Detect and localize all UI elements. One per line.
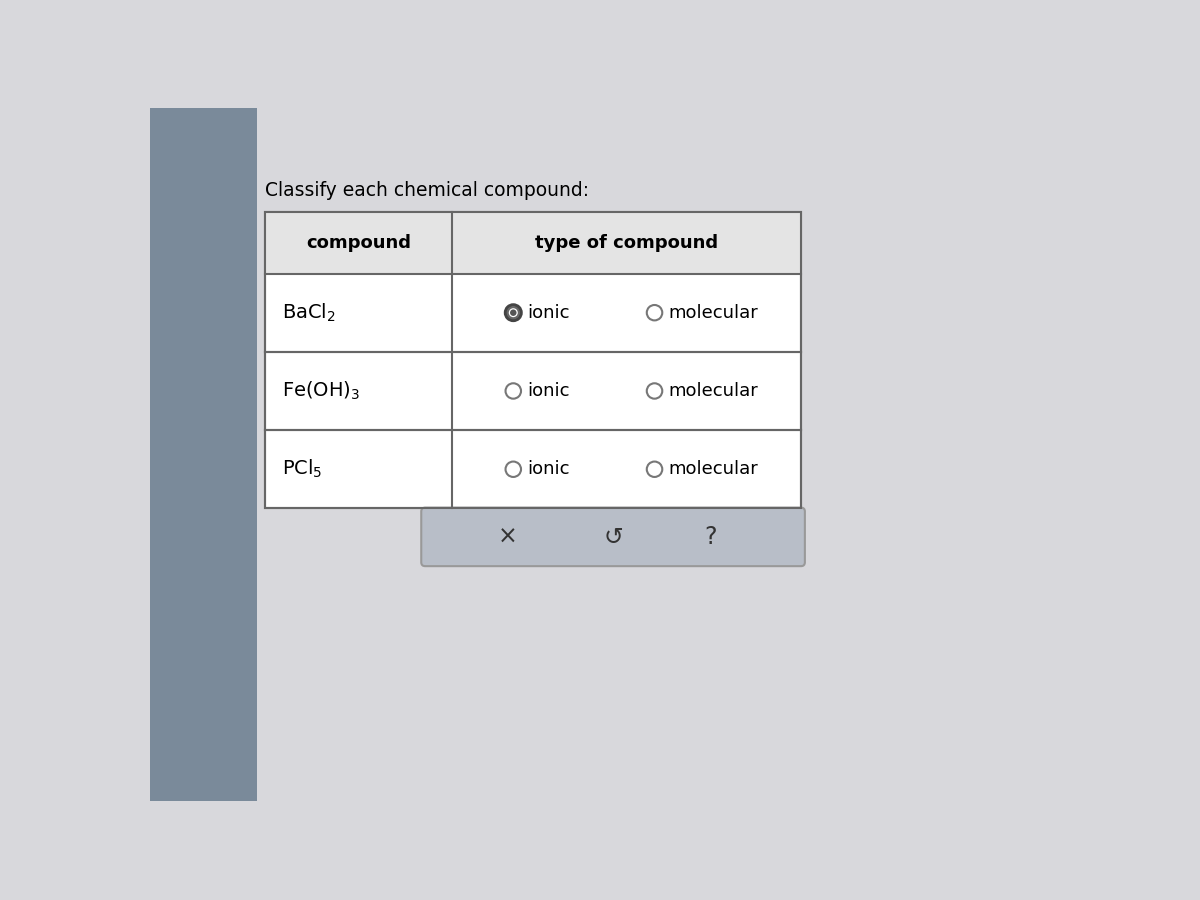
FancyBboxPatch shape xyxy=(421,508,805,566)
Bar xyxy=(265,212,802,274)
Text: molecular: molecular xyxy=(668,303,758,321)
Text: ionic: ionic xyxy=(527,460,570,478)
Circle shape xyxy=(505,305,521,320)
Text: type of compound: type of compound xyxy=(535,234,718,252)
Circle shape xyxy=(510,310,516,316)
Text: ↺: ↺ xyxy=(604,525,623,549)
Circle shape xyxy=(505,383,521,399)
Text: molecular: molecular xyxy=(668,460,758,478)
Circle shape xyxy=(647,383,662,399)
Circle shape xyxy=(505,462,521,477)
Circle shape xyxy=(647,462,662,477)
Bar xyxy=(265,212,802,508)
Bar xyxy=(150,108,257,801)
Circle shape xyxy=(647,305,662,320)
Text: Fe(OH)$_3$: Fe(OH)$_3$ xyxy=(282,380,360,402)
Text: ionic: ionic xyxy=(527,303,570,321)
Text: molecular: molecular xyxy=(668,382,758,400)
Text: Classify each chemical compound:: Classify each chemical compound: xyxy=(265,181,589,200)
Text: ionic: ionic xyxy=(527,382,570,400)
Text: BaCl$_2$: BaCl$_2$ xyxy=(282,302,336,324)
Bar xyxy=(265,212,802,508)
Text: PCl$_5$: PCl$_5$ xyxy=(282,458,323,481)
Text: ×: × xyxy=(498,525,517,549)
Text: ?: ? xyxy=(704,525,718,549)
Text: compound: compound xyxy=(306,234,410,252)
